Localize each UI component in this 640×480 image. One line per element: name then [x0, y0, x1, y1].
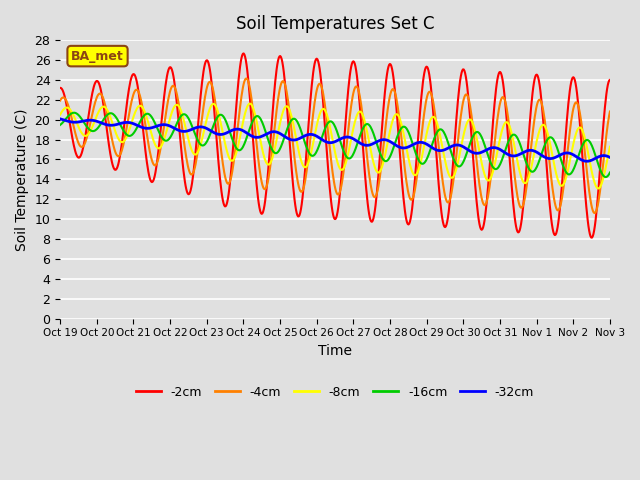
-8cm — [222, 144, 230, 149]
-8cm — [56, 112, 64, 118]
-16cm — [56, 122, 64, 128]
-8cm — [121, 137, 129, 143]
-8cm — [271, 147, 278, 153]
-16cm — [602, 174, 609, 180]
-2cm — [222, 204, 230, 209]
Legend: -2cm, -4cm, -8cm, -16cm, -32cm: -2cm, -4cm, -8cm, -16cm, -32cm — [131, 381, 540, 404]
Title: Soil Temperatures Set C: Soil Temperatures Set C — [236, 15, 435, 33]
-32cm — [121, 120, 129, 125]
Text: BA_met: BA_met — [71, 49, 124, 62]
-16cm — [70, 110, 77, 116]
-16cm — [223, 120, 230, 125]
-16cm — [271, 150, 278, 156]
-32cm — [56, 116, 64, 122]
-4cm — [56, 97, 64, 103]
-16cm — [392, 136, 400, 142]
-4cm — [606, 108, 614, 114]
-2cm — [56, 85, 64, 91]
-32cm — [422, 141, 430, 147]
Line: -4cm: -4cm — [60, 79, 610, 213]
-2cm — [240, 50, 248, 56]
-2cm — [588, 235, 595, 240]
-4cm — [222, 177, 230, 182]
-4cm — [423, 94, 431, 99]
Line: -2cm: -2cm — [60, 53, 610, 238]
-32cm — [606, 155, 614, 160]
-4cm — [243, 76, 250, 82]
-8cm — [606, 144, 614, 150]
-16cm — [423, 156, 431, 161]
-8cm — [595, 186, 602, 192]
Line: -16cm: -16cm — [60, 113, 610, 177]
-8cm — [250, 107, 257, 112]
-2cm — [271, 86, 278, 92]
-4cm — [250, 114, 257, 120]
-32cm — [583, 158, 591, 164]
-16cm — [250, 116, 257, 122]
-4cm — [591, 210, 599, 216]
Y-axis label: Soil Temperature (C): Soil Temperature (C) — [15, 108, 29, 251]
-32cm — [222, 131, 230, 136]
-2cm — [392, 104, 400, 109]
-32cm — [270, 129, 278, 134]
-8cm — [246, 101, 254, 107]
-32cm — [249, 134, 257, 140]
Line: -8cm: -8cm — [60, 104, 610, 189]
-4cm — [121, 136, 129, 142]
X-axis label: Time: Time — [318, 344, 352, 358]
-2cm — [423, 64, 431, 70]
-8cm — [423, 129, 431, 134]
-4cm — [392, 96, 400, 101]
-16cm — [606, 169, 614, 175]
-2cm — [606, 77, 614, 83]
-32cm — [392, 142, 399, 148]
-16cm — [122, 131, 129, 136]
-8cm — [392, 111, 400, 117]
-2cm — [250, 146, 257, 152]
-2cm — [121, 119, 129, 124]
-4cm — [271, 126, 278, 132]
Line: -32cm: -32cm — [60, 119, 610, 161]
